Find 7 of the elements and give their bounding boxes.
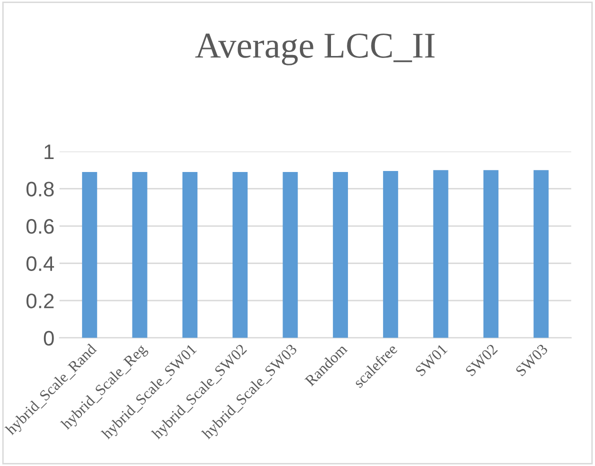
y-tick-label: 0.8	[26, 182, 54, 196]
y-tick-label: 0.4	[26, 256, 54, 272]
chart-title: Average LCC_II	[195, 34, 435, 66]
y-tick-label: 1	[44, 144, 54, 159]
y-tick-label: 0.2	[26, 294, 54, 308]
y-tick-label: 0.6	[26, 219, 54, 234]
y-tick-label: 0	[44, 330, 54, 346]
